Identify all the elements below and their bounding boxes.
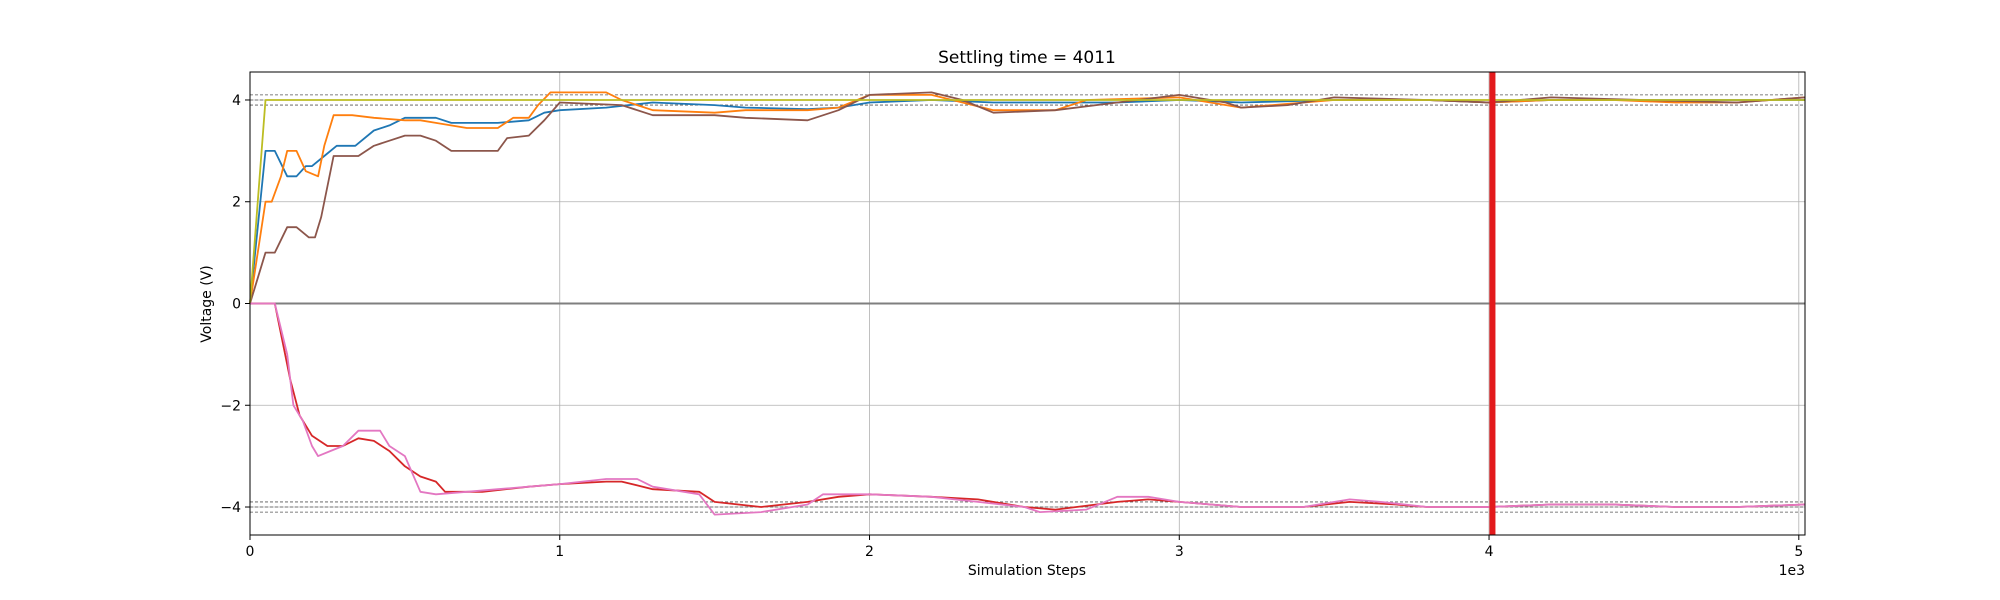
x-tick-label: 0 <box>246 544 255 560</box>
series-line-1 <box>249 99 1805 304</box>
x-axis-label: Simulation Steps <box>968 563 1086 579</box>
series-line-2 <box>249 91 1806 304</box>
y-tick-label: 0 <box>232 297 241 313</box>
y-tick-label: −2 <box>220 398 241 414</box>
x-tick-label: 1 <box>555 544 564 560</box>
x-tick-label: 4 <box>1485 544 1494 560</box>
series-line-5 <box>250 302 1806 511</box>
x-tick-label: 2 <box>865 544 874 560</box>
chart-title: Settling time = 4011 <box>938 48 1116 68</box>
y-tick-label: −4 <box>220 500 241 516</box>
y-tick-label: 4 <box>232 93 241 109</box>
x-tick-label: 5 <box>1794 544 1803 560</box>
y-axis-label: Voltage (V) <box>199 265 215 342</box>
series-line-6 <box>250 302 1806 516</box>
y-axis: −4 −2 0 2 4 <box>220 93 250 516</box>
x-axis: 0 1 2 3 4 5 <box>246 535 1803 560</box>
x-scale-label: 1e3 <box>1779 563 1805 579</box>
tolerance-layer <box>250 94 1805 513</box>
series-layer <box>249 91 1806 516</box>
y-tick-label: 2 <box>232 195 241 211</box>
series-line-3 <box>249 91 1806 304</box>
x-tick-label: 3 <box>1175 544 1184 560</box>
series-line-4 <box>249 99 1805 304</box>
